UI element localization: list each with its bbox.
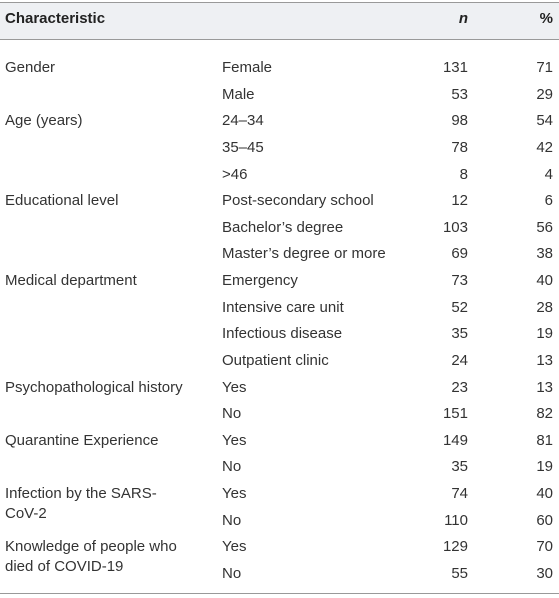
percent-value: 54 [536,112,553,130]
n-value: 53 [451,85,468,103]
percent-value: 4 [544,165,553,183]
n-value: 129 [442,538,468,556]
subcategory: Post-secondary school [222,192,374,210]
characteristic: Educational level [5,192,119,210]
percent-value: 42 [536,138,553,156]
percent-value: 28 [536,298,553,316]
characteristic: Psychopathological history [5,378,183,396]
subcategory: Bachelor’s degree [222,218,344,236]
subcategory: Emergency [222,272,298,290]
percent-value: 82 [536,405,553,423]
n-value: 24 [451,351,468,369]
subcategory: Male [222,85,255,103]
bottom-rule [0,593,559,594]
percent-value: 6 [544,192,553,210]
subcategory: Outpatient clinic [222,351,329,369]
subcategory: Infectious disease [222,325,343,343]
n-value: 98 [451,112,468,130]
percent-value: 38 [536,245,553,263]
n-value: 8 [459,165,468,183]
subcategory: 35–45 [222,138,264,156]
subcategory: 24–34 [222,112,264,130]
n-value: 23 [451,378,468,396]
header-row [0,2,559,40]
percent-value: 19 [536,325,553,343]
subcategory: No [222,511,242,529]
subcategory: >46 [222,165,248,183]
subcategory: No [222,405,242,423]
subcategory: Yes [222,538,247,556]
percent-value: 56 [536,218,553,236]
percent-value: 13 [536,351,553,369]
header-cell: Characteristic [5,10,106,27]
subcategory: Yes [222,378,247,396]
percent-value: 70 [536,538,553,556]
n-value: 35 [451,458,468,476]
characteristic: Infection by the SARS-CoV-2 [5,485,157,523]
subcategory: Yes [222,485,247,503]
n-value: 78 [451,138,468,156]
n-value: 110 [444,511,468,529]
n-value: 12 [451,192,468,210]
subcategory: No [222,564,242,582]
n-value: 151 [442,405,468,423]
characteristic: Gender [5,59,56,76]
n-value: 52 [451,298,468,316]
subcategory: Yes [222,431,247,449]
n-value: 73 [451,272,468,290]
percent-value: 60 [536,511,553,529]
percent-value: 40 [536,485,553,503]
header-cell: n [458,10,468,27]
characteristic: Quarantine Experience [5,431,159,449]
header-cell: % [539,10,553,27]
subcategory: No [222,458,242,476]
n-value: 74 [451,485,468,503]
percent-value: 71 [536,59,553,76]
n-value: 35 [451,325,468,343]
percent-value: 13 [536,378,553,396]
n-value: 131 [442,59,468,76]
n-value: 69 [451,245,468,263]
n-value: 55 [451,564,468,582]
percent-value: 29 [536,85,553,103]
subcategory: Intensive care unit [222,298,344,316]
subcategory: Master’s degree or more [222,245,386,263]
n-value: 103 [442,218,468,236]
characteristic: Knowledge of people who died of COVID-19 [5,538,177,576]
percent-value: 19 [536,458,553,476]
characteristic: Age (years) [5,112,83,130]
characteristic: Medical department [5,272,137,290]
n-value: 149 [442,431,468,449]
percent-value: 30 [536,564,553,582]
percent-value: 81 [536,431,553,449]
subcategory: Female [222,59,273,76]
percent-value: 40 [536,272,553,290]
